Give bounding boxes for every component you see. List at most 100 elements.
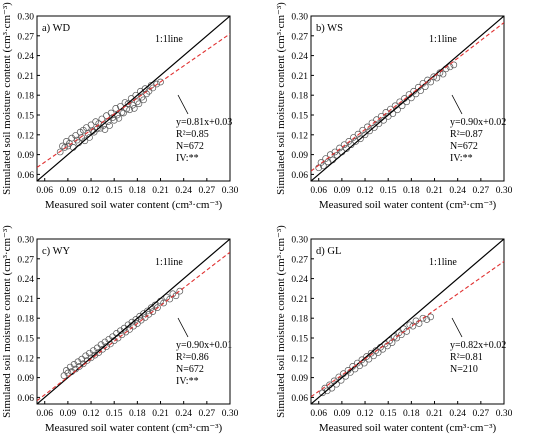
y-tick-label: 0.06: [17, 171, 34, 181]
data-point: [154, 304, 161, 311]
one-to-one-label: 1:1line: [155, 34, 183, 45]
y-tick-label: 0.15: [17, 112, 34, 122]
fit-line: [37, 33, 230, 168]
x-tick-label: 0.15: [106, 409, 123, 419]
data-point: [130, 105, 138, 112]
data-point: [141, 314, 149, 321]
y-tick-label: 0.24: [291, 275, 308, 285]
x-tick-label: 0.27: [199, 186, 216, 196]
y-tick-label: 0.18: [17, 92, 34, 102]
data-point: [360, 359, 368, 367]
y-tick-label: 0.12: [17, 354, 34, 364]
data-point: [106, 122, 113, 129]
y-tick-label: 0.12: [291, 131, 308, 141]
y-tick-label: 0.15: [17, 335, 34, 345]
one-to-one-label: 1:1line: [155, 257, 183, 268]
y-tick-label: 0.27: [291, 255, 308, 265]
data-point: [370, 124, 378, 131]
regression-stat: N=672: [176, 364, 204, 375]
y-tick-label: 0.27: [17, 255, 34, 265]
regression-stat: N=672: [450, 141, 478, 152]
y-tick-label: 0.09: [291, 151, 308, 161]
x-tick-label: 0.27: [473, 186, 490, 196]
plot-area: [311, 16, 504, 181]
y-axis-title: Simulated soil moisture content (cm³·cm⁻…: [1, 225, 13, 418]
data-point: [72, 132, 79, 139]
data-point: [129, 101, 137, 109]
y-tick-label: 0.30: [291, 13, 308, 23]
data-point: [439, 70, 447, 78]
y-tick-label: 0.30: [17, 236, 34, 246]
y-tick-label: 0.21: [291, 295, 308, 305]
y-tick-label: 0.21: [17, 72, 34, 82]
panel-c: 0.06 0.09 0.12 0.15 0.18 0.21 0.24 0.27 0.30 0.06…: [1, 225, 239, 434]
x-tick-label: 0.12: [357, 186, 374, 196]
regression-stat: N=210: [450, 364, 478, 375]
x-axis-title: Measured soil water content (cm³·cm⁻³): [319, 199, 497, 211]
data-point: [123, 105, 130, 113]
regression-stat: IV:**: [176, 153, 199, 164]
y-axis-title: Simulated soil moisture content (cm³·cm⁻…: [1, 2, 13, 195]
plot-area: [311, 239, 504, 404]
data-point: [56, 148, 64, 156]
x-tick-label: 0.18: [403, 186, 420, 196]
x-tick-label: 0.09: [60, 409, 77, 419]
data-point: [380, 116, 387, 124]
data-point: [95, 349, 103, 356]
x-tick-label: 0.21: [426, 186, 443, 196]
y-axis-title: Simulated soil moisture content (cm³·cm⁻…: [275, 2, 287, 195]
data-point: [79, 360, 87, 368]
regression-stat: y=0.82x+0.02: [450, 340, 506, 351]
panel-label: c) WY: [42, 246, 71, 257]
data-point: [160, 299, 167, 307]
y-tick-label: 0.15: [291, 112, 308, 122]
y-tick-label: 0.18: [17, 315, 34, 325]
data-point: [112, 105, 120, 112]
one-to-one-line: [311, 16, 504, 181]
data-point: [157, 78, 164, 86]
x-tick-label: 0.30: [496, 409, 513, 419]
data-point: [140, 96, 147, 104]
data-point: [320, 162, 327, 170]
data-point: [101, 126, 109, 133]
x-tick-label: 0.30: [496, 186, 513, 196]
data-point: [361, 131, 369, 139]
data-point: [145, 87, 153, 95]
data-point: [450, 61, 458, 69]
x-tick-label: 0.24: [175, 186, 192, 196]
data-point: [126, 106, 133, 114]
data-point: [107, 109, 115, 117]
annotation-leader: [451, 94, 463, 115]
x-axis-title: Measured soil water content (cm³·cm⁻³): [45, 422, 223, 434]
data-point: [357, 135, 364, 143]
x-axis-title: Measured soil water content (cm³·cm⁻³): [319, 422, 497, 434]
data-point: [135, 100, 143, 108]
x-tick-label: 0.06: [310, 409, 327, 419]
data-point: [134, 320, 141, 327]
data-point: [364, 123, 371, 131]
data-point: [358, 356, 366, 364]
data-point: [365, 355, 373, 363]
data-point: [317, 159, 325, 166]
regression-stat: N=672: [176, 141, 204, 152]
regression-stat: IV:**: [176, 376, 199, 387]
data-point: [78, 355, 86, 363]
x-tick-label: 0.06: [36, 409, 53, 419]
y-tick-label: 0.06: [291, 171, 308, 181]
data-point: [373, 116, 380, 123]
x-tick-label: 0.18: [129, 409, 146, 419]
data-point: [64, 369, 72, 377]
x-tick-label: 0.15: [380, 186, 397, 196]
y-tick-label: 0.24: [17, 52, 34, 62]
x-tick-label: 0.21: [426, 409, 443, 419]
panel-label: d) GL: [316, 246, 341, 257]
data-point: [153, 80, 161, 88]
y-tick-label: 0.15: [291, 335, 308, 345]
x-tick-label: 0.09: [334, 186, 351, 196]
data-point: [176, 287, 184, 295]
data-point: [126, 326, 133, 333]
fit-line: [311, 22, 504, 172]
data-point: [350, 134, 357, 141]
data-point: [433, 74, 441, 82]
data-point: [81, 137, 89, 145]
